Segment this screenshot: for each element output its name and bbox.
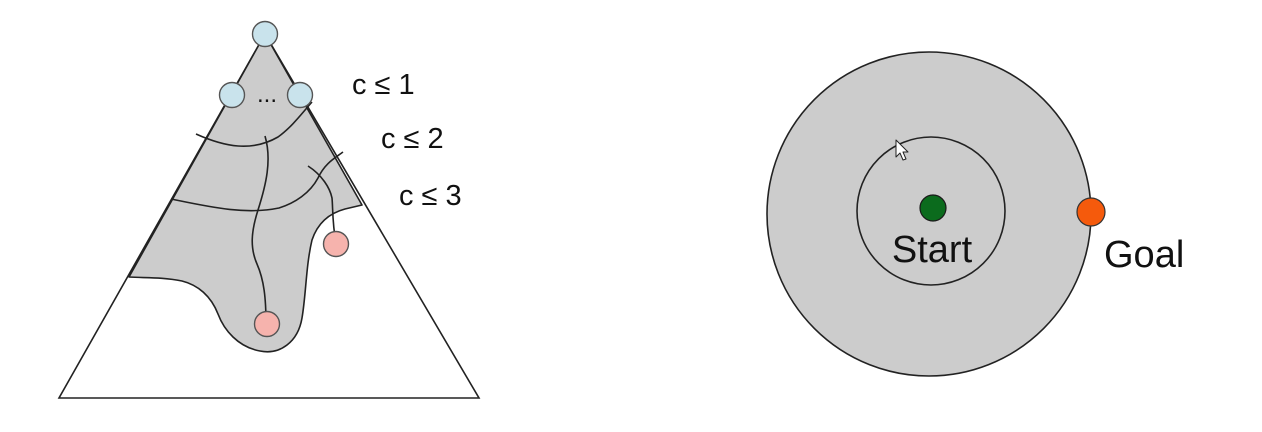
goal-node [1076, 197, 1106, 227]
start-node [919, 194, 947, 222]
explored-region [128, 33, 363, 353]
contour-boundary-c2 [170, 151, 344, 212]
frontier-node-2 [253, 310, 281, 338]
contour-label-c1: c ≤ 1 [352, 69, 415, 101]
goal-label: Goal [1104, 234, 1184, 276]
search-tree-diagram: ... c ≤ 1 c ≤ 2 c ≤ 3 [57, 20, 481, 399]
child-ellipsis: ... [257, 81, 277, 108]
tree-branch-right [307, 165, 337, 245]
contour-boundary-c1 [195, 101, 313, 147]
root-node [251, 20, 279, 48]
child-node-right [286, 81, 314, 109]
contour-label-c3: c ≤ 3 [399, 180, 462, 212]
contour-label-c2: c ≤ 2 [381, 123, 444, 155]
uniform-cost-diagram: Start Goal [766, 51, 1184, 377]
tree-branch-center [251, 135, 269, 325]
child-node-left [218, 81, 246, 109]
frontier-node-1 [322, 230, 350, 258]
mouse-cursor-icon [895, 139, 909, 161]
start-label: Start [892, 229, 973, 271]
